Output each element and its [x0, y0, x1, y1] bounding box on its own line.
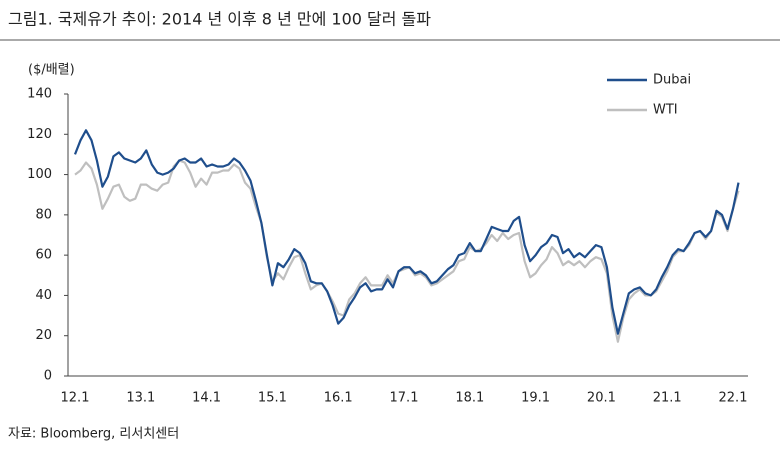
y-tick-label: 0 [44, 369, 52, 384]
legend-label: WTI [653, 103, 678, 118]
source: 자료: Bloomberg, 리서치센터 [8, 427, 179, 442]
y-tick-label: 60 [35, 248, 52, 263]
x-tick-label: 19.1 [521, 391, 550, 406]
y-tick-label: 100 [27, 167, 52, 182]
x-tick-label: 14.1 [192, 391, 221, 406]
x-tick-label: 13.1 [126, 391, 155, 406]
x-tick-label: 15.1 [258, 391, 287, 406]
series-line [74, 159, 740, 343]
x-tick-label: 22.1 [719, 391, 748, 406]
x-tick-label: 17.1 [390, 391, 419, 406]
y-tick-label: 40 [35, 288, 52, 303]
x-tick-label: 18.1 [455, 391, 484, 406]
series-line [73, 129, 740, 335]
y-tick-label: 120 [27, 127, 52, 142]
y-axis-label: ($/배렬) [28, 63, 75, 78]
x-tick-label: 16.1 [324, 391, 353, 406]
y-tick-label: 80 [35, 207, 52, 222]
x-tick-label: 21.1 [653, 391, 682, 406]
y-tick-label: 20 [35, 328, 52, 343]
x-tick-label: 12.1 [61, 391, 90, 406]
chart-title: 그림1. 국제유가 추이: 2014 년 이후 8 년 만에 100 달러 돌파 [8, 10, 431, 29]
y-tick-label: 140 [27, 87, 52, 102]
legend-label: Dubai [653, 73, 691, 88]
x-tick-label: 20.1 [587, 391, 616, 406]
